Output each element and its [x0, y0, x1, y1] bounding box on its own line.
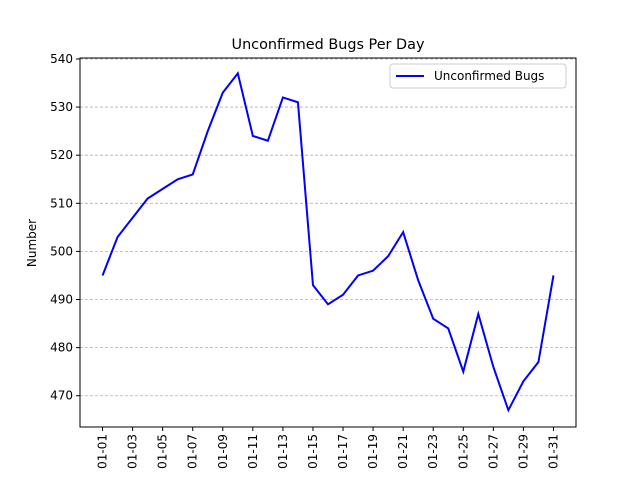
x-tick-label: 01-25 — [456, 434, 470, 469]
x-tick-label: 01-19 — [366, 434, 380, 469]
y-tick-label: 490 — [50, 293, 73, 307]
y-tick-label: 520 — [50, 148, 73, 162]
x-tick-label: 01-23 — [426, 434, 440, 469]
x-tick-label: 01-03 — [126, 434, 140, 469]
x-tick-label: 01-17 — [336, 434, 350, 469]
plot-frame — [79, 57, 577, 428]
y-axis-label: Number — [25, 219, 39, 267]
x-tick-label: 01-11 — [246, 434, 260, 469]
y-tick-label: 530 — [50, 100, 73, 114]
x-tick-label: 01-13 — [276, 434, 290, 469]
x-tick-label: 01-05 — [156, 434, 170, 469]
y-tick-label: 510 — [50, 196, 73, 210]
x-tick-label: 01-01 — [96, 434, 110, 469]
x-tick-label: 01-29 — [516, 434, 530, 469]
x-tick-label: 01-31 — [546, 434, 560, 469]
y-tick-label: 470 — [50, 389, 73, 403]
y-tick-label: 480 — [50, 341, 73, 355]
x-tick-label: 01-07 — [186, 434, 200, 469]
data-line — [101, 71, 555, 413]
chart-title: Unconfirmed Bugs Per Day — [232, 37, 425, 53]
x-tick-label: 01-09 — [216, 434, 230, 469]
x-tick-label: 01-27 — [486, 434, 500, 469]
x-tick-label: 01-21 — [396, 434, 410, 469]
legend-box — [389, 63, 567, 89]
y-tick-label: 540 — [50, 52, 73, 66]
x-tick-label: 01-15 — [306, 434, 320, 469]
legend-label: Unconfirmed Bugs — [434, 69, 544, 83]
y-tick-label: 500 — [50, 244, 73, 258]
